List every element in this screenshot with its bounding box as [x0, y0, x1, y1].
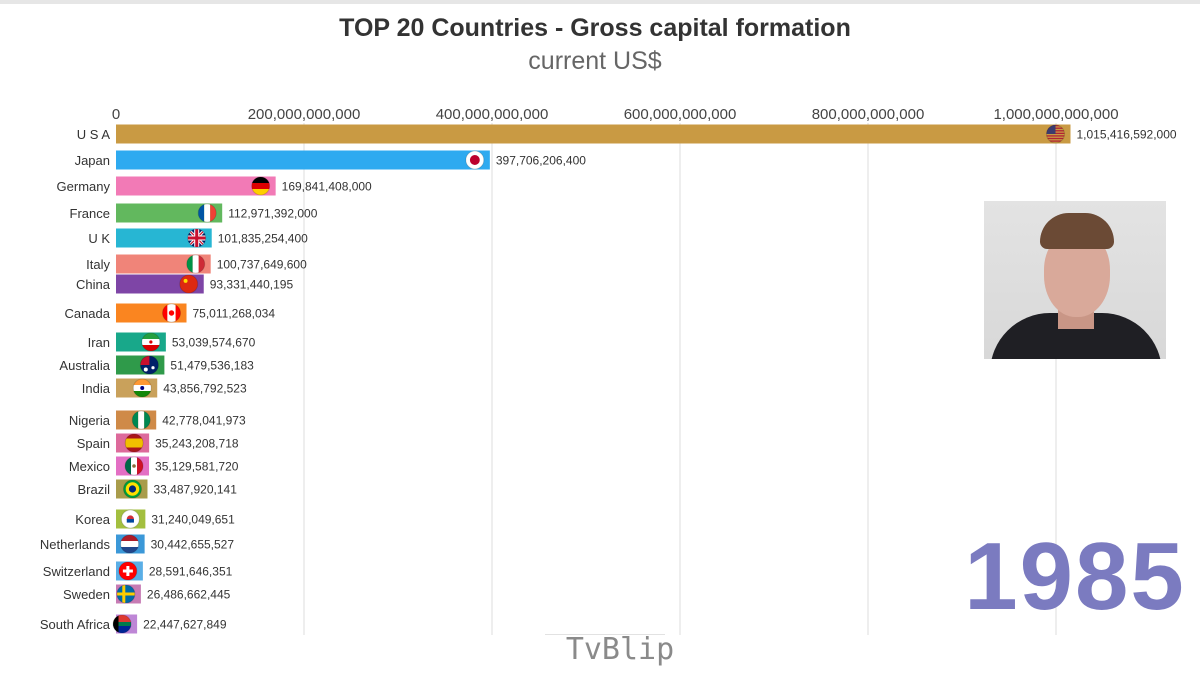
category-label: Australia	[59, 358, 110, 373]
value-label: 100,737,649,600	[217, 258, 307, 272]
brazil-flag-icon	[122, 479, 142, 499]
iran-flag-icon	[141, 332, 161, 352]
x-tick-label: 400,000,000,000	[436, 106, 549, 123]
category-label: France	[70, 206, 110, 221]
italy-flag-icon	[186, 254, 206, 274]
uk-flag-icon	[187, 228, 207, 248]
watermark-label: TvBlip	[565, 632, 675, 667]
bar	[116, 203, 223, 223]
value-label: 30,442,655,527	[151, 538, 235, 552]
year-label: 1985	[964, 523, 1186, 630]
nigeria-flag-icon	[131, 410, 151, 430]
category-label: Spain	[77, 436, 110, 451]
japan-flag-icon	[465, 150, 485, 170]
bar	[116, 150, 490, 170]
us-flag-icon	[1045, 124, 1065, 144]
value-label: 35,129,581,720	[155, 460, 239, 474]
value-label: 22,447,627,849	[143, 618, 227, 632]
category-label: Canada	[64, 306, 110, 321]
chart-subtitle: current US$	[528, 47, 662, 75]
value-label: 1,015,416,592,000	[1076, 128, 1176, 142]
category-label: U K	[88, 231, 110, 246]
x-tick-label: 800,000,000,000	[812, 106, 925, 123]
china-flag-icon	[179, 274, 199, 294]
x-tick-label: 0	[112, 106, 120, 123]
sweden-flag-icon	[116, 584, 136, 604]
category-label: Sweden	[63, 587, 110, 602]
value-label: 112,971,392,000	[228, 207, 318, 221]
value-label: 28,591,646,351	[149, 565, 233, 579]
value-label: 35,243,208,718	[155, 437, 239, 451]
category-label: Brazil	[77, 482, 110, 497]
korea-flag-icon	[120, 509, 140, 529]
value-label: 51,479,536,183	[170, 359, 254, 373]
mexico-flag-icon	[124, 456, 144, 476]
category-label: U S A	[77, 127, 111, 142]
category-label: Italy	[86, 257, 110, 272]
x-tick-label: 1,000,000,000,000	[993, 106, 1118, 123]
category-label: Mexico	[69, 459, 110, 474]
value-label: 53,039,574,670	[172, 336, 256, 350]
germany-flag-icon	[251, 176, 271, 196]
value-label: 75,011,268,034	[193, 307, 276, 321]
canada-flag-icon	[162, 303, 182, 323]
category-label: China	[76, 277, 111, 292]
value-label: 93,331,440,195	[210, 278, 294, 292]
chart-title: TOP 20 Countries - Gross capital formati…	[339, 14, 851, 42]
switzerland-flag-icon	[118, 561, 138, 581]
value-label: 26,486,662,445	[147, 588, 231, 602]
webcam-overlay	[984, 201, 1166, 359]
webcam-person-hair	[1040, 213, 1114, 249]
category-label: Switzerland	[43, 564, 110, 579]
value-label: 169,841,408,000	[282, 180, 372, 194]
category-label: Japan	[75, 153, 110, 168]
x-tick-label: 600,000,000,000	[624, 106, 737, 123]
value-label: 33,487,920,141	[153, 483, 237, 497]
category-label: South Africa	[40, 617, 111, 632]
bar	[116, 176, 276, 196]
south-africa-flag-icon	[112, 614, 132, 634]
category-label: Korea	[75, 512, 110, 527]
category-label: Iran	[88, 335, 110, 350]
netherlands-flag-icon	[120, 534, 140, 554]
india-flag-icon	[132, 378, 152, 398]
bar	[116, 254, 211, 274]
value-label: 42,778,041,973	[162, 414, 246, 428]
bar	[116, 124, 1071, 144]
france-flag-icon	[197, 203, 217, 223]
category-label: Germany	[57, 179, 111, 194]
category-label: Netherlands	[40, 537, 111, 552]
category-label: Nigeria	[69, 413, 111, 428]
category-label: India	[82, 381, 111, 396]
watermark-divider	[545, 634, 665, 635]
value-label: 397,706,206,400	[496, 154, 586, 168]
bar	[116, 228, 212, 248]
value-label: 43,856,792,523	[163, 382, 247, 396]
top-border	[0, 0, 1200, 4]
x-tick-label: 200,000,000,000	[248, 106, 361, 123]
spain-flag-icon	[124, 433, 144, 453]
australia-flag-icon	[139, 355, 159, 375]
value-label: 101,835,254,400	[218, 232, 308, 246]
value-label: 31,240,049,651	[151, 513, 235, 527]
